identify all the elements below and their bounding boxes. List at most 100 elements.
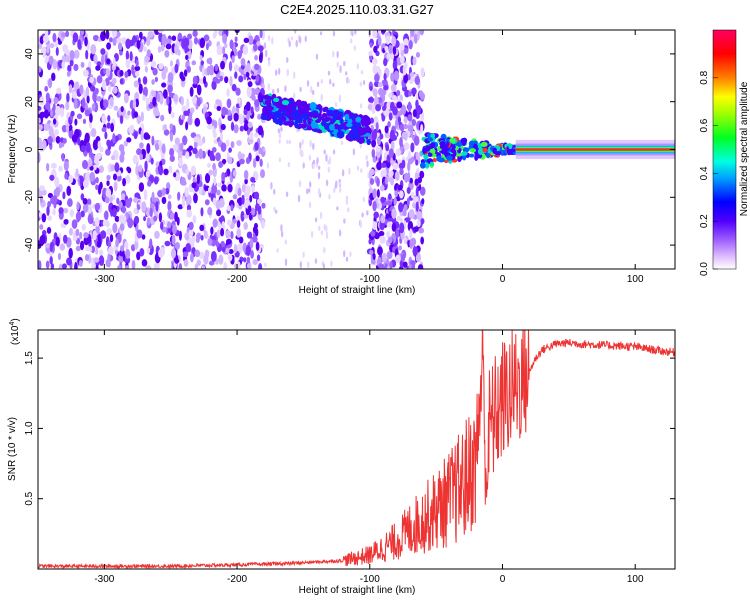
spectrogram-noise-cell <box>383 57 388 67</box>
spectrogram-noise-cell <box>379 184 385 192</box>
spectrogram-noise-cell <box>197 138 203 147</box>
spectrogram-faint-cell <box>328 193 331 200</box>
spectrogram-noise-cell <box>247 81 253 88</box>
spectrogram-noise-cell <box>394 171 400 182</box>
spectrogram-noise-cell <box>416 210 423 221</box>
spectrogram-noise-cell <box>400 253 406 262</box>
spectrogram-signal-cell <box>352 126 360 134</box>
spectrogram-faint-cell <box>319 211 323 220</box>
spectrogram-noise-cell <box>369 42 373 48</box>
spectrogram-noise-cell <box>246 262 252 269</box>
spectrogram-faint-cell <box>345 256 349 262</box>
spectrogram-noise-cell <box>82 118 87 125</box>
snr-x-tick-label: -300 <box>94 574 114 585</box>
spectrogram-noise-cell <box>216 105 222 112</box>
spectrogram-faint-cell <box>362 80 366 86</box>
spectrogram-noise-cell <box>75 245 81 252</box>
spectrogram-noise-cell <box>413 135 420 146</box>
snr-y-multiplier-exponent: 4 <box>9 322 16 326</box>
spectrogram-signal-cell <box>460 137 467 144</box>
spectrogram-noise-cell <box>407 114 413 122</box>
spectrogram-noise-cell <box>58 142 63 149</box>
spectrogram-noise-cell <box>251 184 255 194</box>
colorbar-tick-label: 0.2 <box>699 214 710 228</box>
spectrogram-noise-cell <box>196 174 201 185</box>
spectrogram-noise-cell <box>191 60 197 66</box>
spectrogram-noise-cell <box>138 31 143 39</box>
spectrogram-noise-cell <box>400 104 407 116</box>
spectrogram-signal-cell <box>439 140 446 147</box>
spectrogram-noise-cell <box>166 95 170 106</box>
spectrogram-noise-cell <box>173 172 177 178</box>
spectrogram-noise-cell <box>380 196 386 204</box>
spectrogram-noise-cell <box>403 204 408 212</box>
spectrogram-noise-cell <box>59 243 66 251</box>
spectrogram-noise-cell <box>388 148 394 158</box>
spectrogram-noise-cell <box>226 98 232 109</box>
spectrogram-noise-cell <box>113 105 119 111</box>
spectrogram-noise-cell <box>246 62 251 73</box>
spectrogram-noise-cell <box>226 205 231 212</box>
spectrogram-noise-cell <box>392 94 398 101</box>
spectrogram-noise-cell <box>143 46 147 53</box>
spectrogram-noise-cell <box>109 234 114 243</box>
spectrogram-noise-cell <box>242 45 249 55</box>
spectrogram-noise-cell <box>413 33 418 44</box>
spectrogram-faint-cell <box>325 231 329 240</box>
spectrogram-noise-cell <box>73 98 78 110</box>
spectrogram-noise-cell <box>196 97 201 107</box>
spectrogram-noise-cell <box>75 168 79 178</box>
spectrogram-noise-cell <box>250 176 256 183</box>
spectrogram-noise-cell <box>396 215 401 221</box>
spectrogram-noise-cell <box>62 207 69 214</box>
spectrogram-noise-cell <box>61 61 65 69</box>
spectrogram-noise-cell <box>219 75 224 82</box>
spectrogram-noise-cell <box>106 174 111 181</box>
spectrogram-noise-cell <box>243 169 249 180</box>
spectrogram-noise-cell <box>49 256 53 265</box>
spectrogram-signal-cell <box>333 123 340 130</box>
spectrogram-signal-cell <box>291 109 300 118</box>
spectrogram-noise-cell <box>381 252 387 263</box>
spectrogram-noise-cell <box>172 224 177 235</box>
spectrogram-noise-cell <box>205 42 209 51</box>
spectrogram-faint-cell <box>308 201 312 209</box>
spectrogram-noise-cell <box>41 213 47 223</box>
spectrogram-noise-cell <box>106 228 113 236</box>
spectrogram-noise-cell <box>94 203 101 211</box>
spectrogram-noise-cell <box>89 171 96 182</box>
spectrogram-signal-cell <box>429 161 434 166</box>
spectrogram-noise-cell <box>182 135 188 146</box>
spectrogram-noise-cell <box>42 34 49 43</box>
spectrogram-noise-cell <box>407 124 414 132</box>
spectrogram-noise-cell <box>207 238 213 246</box>
spectrogram-noise-cell <box>221 172 226 182</box>
spectrogram-faint-cell <box>275 209 278 214</box>
spectrogram-noise-cell <box>216 229 221 238</box>
spectrogram-noise-cell <box>170 112 175 119</box>
spectrogram-noise-cell <box>215 152 221 162</box>
spectrogram-noise-cell <box>102 79 107 91</box>
spectrogram-signal-cell <box>336 130 345 139</box>
spectrogram-noise-cell <box>154 230 160 239</box>
spectrogram-faint-cell <box>266 162 270 169</box>
spectrogram-noise-cell <box>244 186 250 197</box>
spectrogram-faint-cell <box>332 149 336 155</box>
spectrogram-noise-cell <box>216 45 223 56</box>
spectrogram-noise-cell <box>45 101 51 111</box>
spectrogram-noise-cell <box>174 241 180 250</box>
spectrogram-noise-cell <box>153 176 159 185</box>
spectrogram-noise-cell <box>244 119 249 127</box>
spectrogram-noise-cell <box>155 142 159 151</box>
spectrogram-noise-cell <box>395 227 400 239</box>
spectrogram-noise-cell <box>55 46 59 56</box>
spectrogram-noise-cell <box>403 47 409 54</box>
spectrogram-noise-cell <box>180 75 186 82</box>
spectrogram-noise-cell <box>125 58 131 69</box>
spectrogram-signal-cell <box>355 116 362 123</box>
spectrogram-signal-cell <box>337 125 346 130</box>
spectrogram-noise-cell <box>146 217 151 226</box>
spectrogram-noise-cell <box>49 174 55 181</box>
spectrogram-noise-cell <box>95 176 99 184</box>
